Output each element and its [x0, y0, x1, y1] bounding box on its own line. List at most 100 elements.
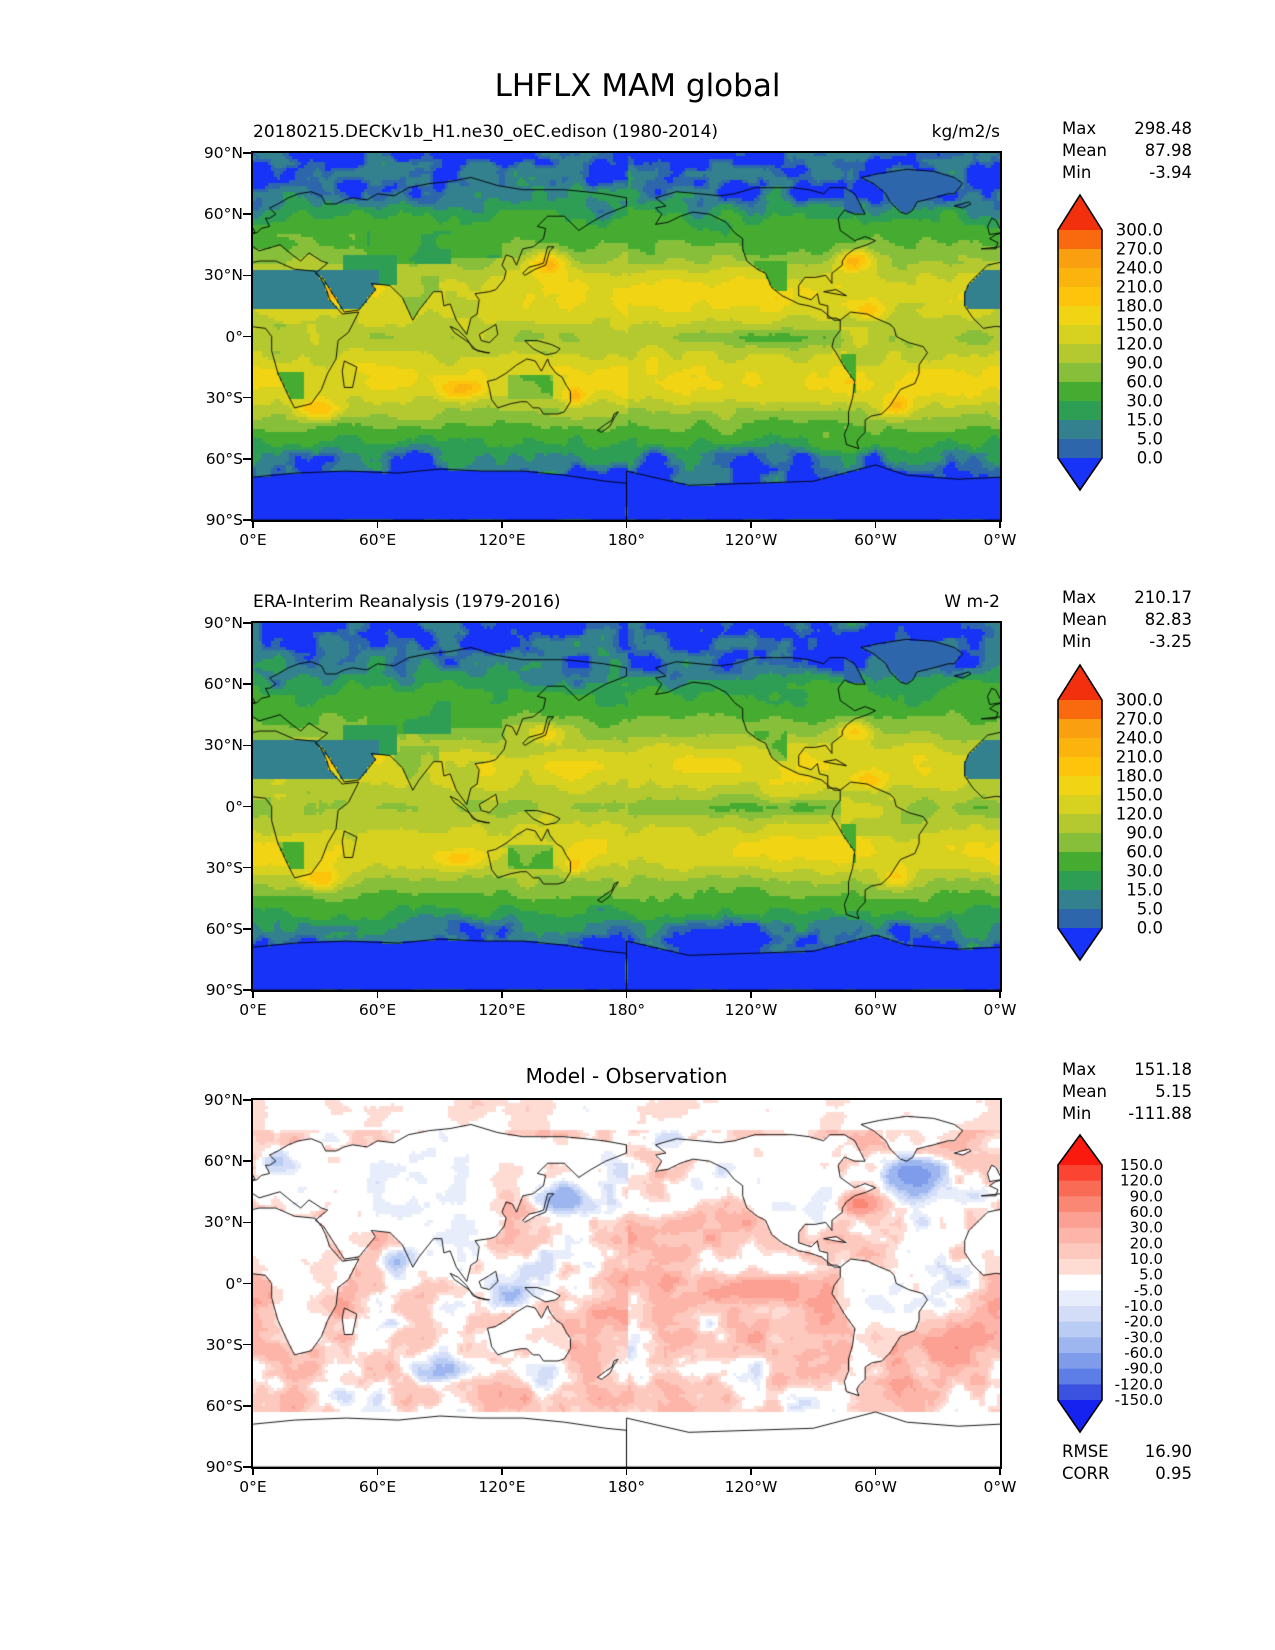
model-map-canvas	[251, 151, 1002, 522]
x-tick-mark	[999, 990, 1001, 998]
x-tick-mark	[874, 520, 877, 528]
x-tick-label: 60°E	[358, 1478, 397, 1496]
x-tick-mark	[252, 520, 254, 528]
stat-row: Min -3.94	[1062, 162, 1192, 184]
stat-label: RMSE	[1062, 1442, 1109, 1461]
colorbar-tick-label: 270.0	[1116, 710, 1163, 729]
stat-label: CORR	[1062, 1463, 1110, 1483]
y-tick-mark	[243, 622, 251, 624]
stat-label: Mean	[1062, 140, 1107, 160]
colorbar-tick-label: -60.0	[1124, 1344, 1163, 1362]
colorbar-tick-label: 300.0	[1116, 221, 1163, 240]
stat-row: Max 210.17	[1062, 587, 1192, 609]
y-tick-label: 60°S	[205, 1396, 243, 1415]
x-tick-mark	[376, 990, 379, 998]
x-tick-mark	[376, 1467, 379, 1475]
obs-colorbar: 300.0270.0240.0210.0180.0150.0120.090.06…	[1057, 663, 1163, 962]
x-tick-label: 180°	[607, 1478, 646, 1496]
colorbar-tick-label: 180.0	[1116, 297, 1163, 316]
stat-label: Max	[1062, 119, 1097, 138]
y-tick-label: 90°S	[205, 1458, 243, 1476]
colorbar-tick-label: 30.0	[1130, 1219, 1163, 1237]
stat-row: Min -111.88	[1062, 1103, 1192, 1125]
stat-row: Max 298.48	[1062, 118, 1192, 140]
x-tick-mark	[750, 1467, 752, 1475]
obs-units: W m-2	[944, 592, 1000, 612]
obs-map-canvas	[251, 621, 1002, 992]
x-tick-mark	[252, 990, 254, 998]
colorbar-tick-label: 210.0	[1116, 278, 1163, 297]
stat-value: -111.88	[1128, 1103, 1192, 1123]
stat-value: 0.95	[1155, 1463, 1192, 1483]
colorbar-tick-label: 120.0	[1116, 805, 1163, 824]
y-tick-label: 30°N	[203, 736, 243, 755]
x-tick-label: 120°E	[478, 1478, 526, 1496]
stat-row: Min -3.25	[1062, 631, 1192, 653]
y-tick-label: 60°N	[203, 1152, 243, 1171]
model-colorbar: 300.0270.0240.0210.0180.0150.0120.090.06…	[1057, 193, 1163, 492]
stat-value: 82.83	[1144, 609, 1192, 629]
diff-stats: Max 151.18 Mean 5.15 Min -111.88	[1062, 1059, 1192, 1124]
y-tick-mark	[243, 989, 251, 991]
y-tick-mark	[243, 396, 251, 399]
colorbar-tick-label: -150.0	[1115, 1391, 1163, 1409]
stat-value: -3.25	[1149, 631, 1192, 651]
colorbar-tick-label: 5.0	[1137, 900, 1163, 919]
x-tick-label: 180°	[607, 531, 646, 549]
x-tick-label: 120°W	[724, 1001, 778, 1019]
colorbar-tick-label: 120.0	[1120, 1172, 1163, 1190]
colorbar-tick-label: 60.0	[1126, 843, 1163, 862]
stat-row: Mean 82.83	[1062, 609, 1192, 631]
colorbar-tick-label: 180.0	[1116, 767, 1163, 786]
model-units: kg/m2/s	[931, 122, 1000, 142]
y-tick-label: 60°N	[203, 675, 243, 694]
colorbar-tick-label: 5.0	[1139, 1266, 1163, 1284]
y-tick-mark	[243, 1160, 251, 1162]
colorbar-tick-label: 150.0	[1120, 1156, 1163, 1174]
x-tick-mark	[999, 520, 1001, 528]
x-tick-mark	[376, 520, 379, 528]
y-tick-label: 0°	[225, 1274, 243, 1293]
y-tick-label: 90°S	[205, 511, 243, 529]
diff-title: Model - Observation	[525, 1064, 728, 1088]
stat-value: 87.98	[1144, 140, 1192, 160]
stat-label: Min	[1062, 1103, 1092, 1123]
colorbar-tick-label: 90.0	[1130, 1187, 1163, 1205]
y-tick-label: 0°	[225, 797, 243, 816]
x-tick-mark	[501, 520, 503, 528]
x-tick-mark	[501, 1467, 503, 1475]
stat-row: Mean 5.15	[1062, 1081, 1192, 1103]
colorbar-tick-label: 210.0	[1116, 748, 1163, 767]
colorbar-tick-label: 60.0	[1126, 373, 1163, 392]
stat-value: -3.94	[1149, 162, 1192, 182]
y-tick-mark	[243, 1099, 251, 1101]
y-tick-mark	[243, 805, 251, 808]
y-tick-mark	[243, 928, 251, 930]
colorbar-tick-label: 5.0	[1137, 430, 1163, 449]
y-tick-mark	[243, 683, 251, 685]
y-tick-label: 90°S	[205, 981, 243, 999]
colorbar-tick-label: 90.0	[1126, 824, 1163, 843]
obs-stats: Max 210.17 Mean 82.83 Min -3.25	[1062, 587, 1192, 652]
y-tick-mark	[243, 274, 251, 277]
x-tick-label: 0°W	[983, 1478, 1017, 1496]
stat-value: 210.17	[1134, 588, 1192, 607]
x-tick-label: 60°E	[358, 531, 397, 549]
stat-label: Mean	[1062, 1081, 1107, 1101]
y-tick-label: 30°S	[205, 858, 243, 877]
x-tick-label: 0°E	[239, 1478, 267, 1496]
model-subtitle: 20180215.DECKv1b_H1.ne30_oEC.edison (198…	[253, 122, 719, 142]
y-tick-label: 60°N	[203, 205, 243, 224]
y-tick-mark	[243, 1282, 251, 1285]
y-tick-mark	[243, 1405, 251, 1407]
y-tick-label: 90°N	[203, 1091, 243, 1109]
colorbar-tick-label: 90.0	[1126, 354, 1163, 373]
colorbar-tick-label: 0.0	[1137, 919, 1163, 938]
y-tick-mark	[243, 1221, 251, 1224]
x-tick-mark	[501, 990, 503, 998]
colorbar-tick-label: 240.0	[1116, 259, 1163, 278]
y-tick-mark	[243, 1466, 251, 1468]
diff-colorbar: 150.0120.090.060.030.020.010.05.0-5.0-10…	[1057, 1133, 1163, 1434]
x-tick-label: 0°W	[983, 1001, 1017, 1019]
colorbar-tick-label: -90.0	[1124, 1360, 1163, 1378]
